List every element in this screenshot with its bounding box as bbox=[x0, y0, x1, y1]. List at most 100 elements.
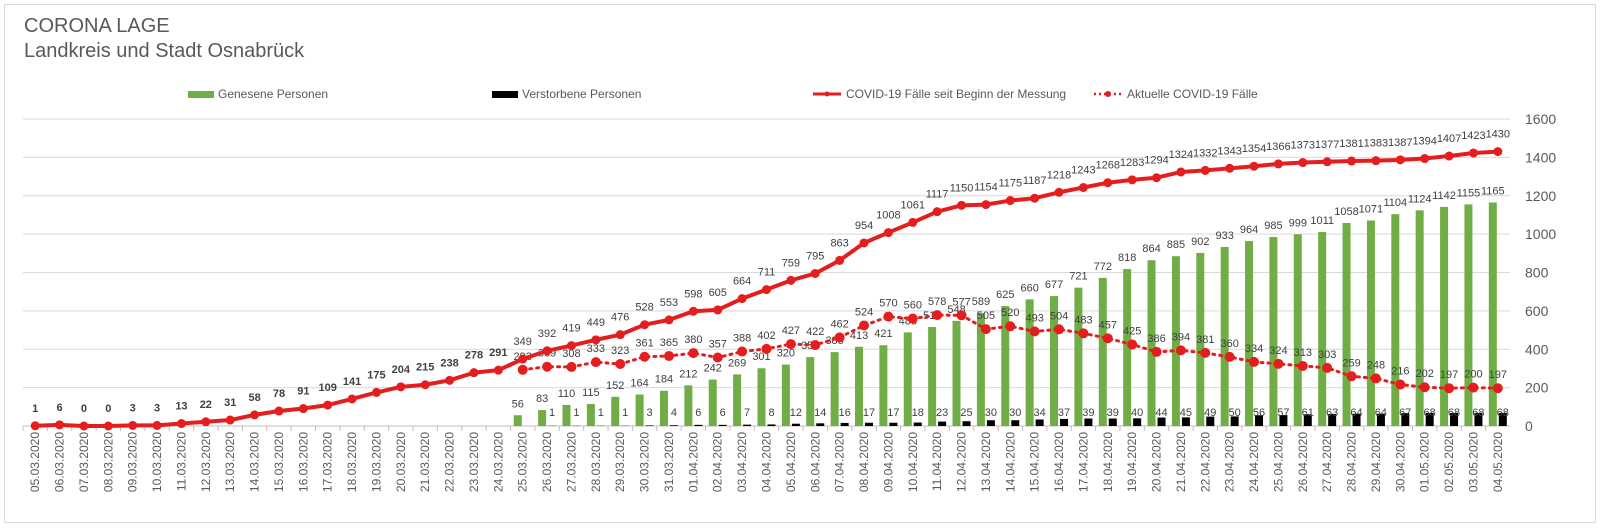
data-label-genesene: 1071 bbox=[1359, 204, 1383, 216]
x-tick-label: 04.05.2020 bbox=[1491, 432, 1505, 492]
y-tick-label: 1600 bbox=[1525, 111, 1556, 127]
data-label-total: 278 bbox=[465, 350, 483, 362]
data-label-verstorbene: 57 bbox=[1277, 407, 1289, 419]
data-label-genesene: 885 bbox=[1167, 239, 1185, 251]
data-label-total: 1394 bbox=[1412, 136, 1436, 148]
data-label-aktuelle: 504 bbox=[1050, 310, 1068, 322]
x-tick-label: 04.04.2020 bbox=[760, 432, 774, 492]
bar-verstorbene bbox=[1328, 413, 1337, 426]
data-label-aktuelle: 197 bbox=[1440, 369, 1458, 381]
x-tick-label: 21.03.2020 bbox=[418, 432, 432, 492]
x-tick-label: 10.03.2020 bbox=[150, 432, 164, 492]
point-total bbox=[688, 306, 698, 316]
x-tick-label: 15.03.2020 bbox=[272, 432, 286, 492]
point-aktuelle bbox=[1297, 360, 1308, 371]
point-total bbox=[566, 341, 576, 351]
bar-verstorbene bbox=[1401, 413, 1410, 426]
data-label-total: 1175 bbox=[998, 178, 1022, 190]
bar-genesene bbox=[1245, 241, 1254, 426]
data-label-total: 3 bbox=[154, 402, 160, 414]
data-label-aktuelle: 197 bbox=[1489, 369, 1507, 381]
data-label-aktuelle: 360 bbox=[1220, 338, 1238, 350]
data-label-verstorbene: 1 bbox=[573, 407, 579, 419]
data-label-total: 1423 bbox=[1461, 130, 1485, 142]
data-label-total: 0 bbox=[105, 403, 111, 415]
bar-genesene bbox=[659, 390, 668, 426]
x-tick-label: 25.04.2020 bbox=[1271, 432, 1285, 492]
data-label-aktuelle: 365 bbox=[660, 337, 678, 349]
data-label-genesene: 242 bbox=[704, 363, 722, 375]
x-tick-label: 07.04.2020 bbox=[833, 432, 847, 492]
point-aktuelle bbox=[1175, 345, 1186, 356]
data-label-aktuelle: 394 bbox=[1172, 331, 1190, 343]
data-label-total: 58 bbox=[248, 392, 260, 404]
data-label-verstorbene: 16 bbox=[839, 407, 851, 419]
data-label-genesene: 269 bbox=[728, 357, 746, 369]
data-label-verstorbene: 37 bbox=[1058, 407, 1070, 419]
x-tick-label: 05.03.2020 bbox=[28, 432, 42, 492]
bar-genesene bbox=[1098, 277, 1107, 426]
x-tick-label: 11.03.2020 bbox=[174, 432, 188, 491]
data-label-genesene: 964 bbox=[1240, 224, 1258, 236]
data-label-verstorbene: 30 bbox=[985, 407, 997, 419]
point-aktuelle bbox=[1346, 371, 1357, 382]
point-total bbox=[1493, 147, 1503, 157]
x-tick-label: 07.03.2020 bbox=[77, 432, 91, 492]
data-label-verstorbene: 1 bbox=[549, 407, 555, 419]
point-total bbox=[79, 421, 89, 431]
point-total bbox=[1347, 156, 1357, 166]
point-total bbox=[1103, 178, 1113, 188]
bar-verstorbene bbox=[962, 421, 971, 426]
x-tick-label: 06.04.2020 bbox=[808, 432, 822, 492]
x-tick-label: 03.05.2020 bbox=[1466, 432, 1480, 492]
data-label-genesene: 152 bbox=[606, 380, 624, 392]
data-label-genesene: 589 bbox=[972, 296, 990, 308]
data-label-total: 1354 bbox=[1242, 143, 1266, 155]
bar-genesene bbox=[1366, 220, 1375, 426]
data-label-genesene: 933 bbox=[1215, 230, 1233, 242]
point-aktuelle bbox=[1492, 383, 1503, 394]
data-label-genesene: 56 bbox=[512, 398, 524, 410]
x-tick-label: 06.03.2020 bbox=[53, 432, 67, 492]
bar-verstorbene bbox=[1035, 419, 1044, 426]
point-total bbox=[518, 354, 528, 364]
data-label-genesene: 721 bbox=[1069, 271, 1087, 283]
point-total bbox=[615, 330, 625, 340]
x-tick-label: 01.05.2020 bbox=[1418, 432, 1432, 492]
point-aktuelle bbox=[907, 313, 918, 324]
point-total bbox=[1371, 156, 1381, 166]
data-label-total: 711 bbox=[758, 267, 776, 279]
point-aktuelle bbox=[712, 352, 723, 363]
data-label-total: 605 bbox=[709, 287, 727, 299]
point-total bbox=[201, 417, 211, 427]
x-tick-label: 21.04.2020 bbox=[1174, 432, 1188, 492]
bar-verstorbene bbox=[791, 423, 800, 426]
data-label-genesene: 864 bbox=[1142, 243, 1160, 255]
data-label-genesene: 902 bbox=[1191, 236, 1209, 248]
x-tick-label: 09.04.2020 bbox=[881, 432, 895, 492]
data-label-total: 78 bbox=[273, 388, 285, 400]
data-label-aktuelle: 386 bbox=[1147, 333, 1165, 345]
bar-genesene bbox=[781, 364, 790, 426]
data-label-verstorbene: 25 bbox=[960, 407, 972, 419]
bar-genesene bbox=[1025, 299, 1034, 426]
bar-genesene bbox=[1171, 256, 1180, 426]
x-tick-label: 28.03.2020 bbox=[589, 432, 603, 492]
bar-verstorbene bbox=[1255, 415, 1264, 426]
data-label-aktuelle: 457 bbox=[1099, 319, 1117, 331]
data-label-verstorbene: 56 bbox=[1253, 407, 1265, 419]
line-aktuelle bbox=[521, 313, 1500, 390]
point-aktuelle bbox=[1370, 373, 1381, 384]
bar-verstorbene bbox=[1425, 412, 1434, 426]
point-total bbox=[591, 335, 601, 345]
point-aktuelle bbox=[1322, 362, 1333, 373]
bar-genesene bbox=[1001, 306, 1010, 426]
data-label-total: 1383 bbox=[1364, 138, 1388, 150]
data-label-verstorbene: 17 bbox=[887, 407, 899, 419]
y-tick-label: 800 bbox=[1525, 265, 1549, 281]
bar-verstorbene bbox=[1303, 414, 1312, 426]
y-tick-label: 400 bbox=[1525, 341, 1549, 357]
x-tick-label: 25.03.2020 bbox=[516, 432, 530, 492]
x-tick-label: 24.04.2020 bbox=[1247, 432, 1261, 492]
bar-verstorbene bbox=[645, 425, 654, 426]
